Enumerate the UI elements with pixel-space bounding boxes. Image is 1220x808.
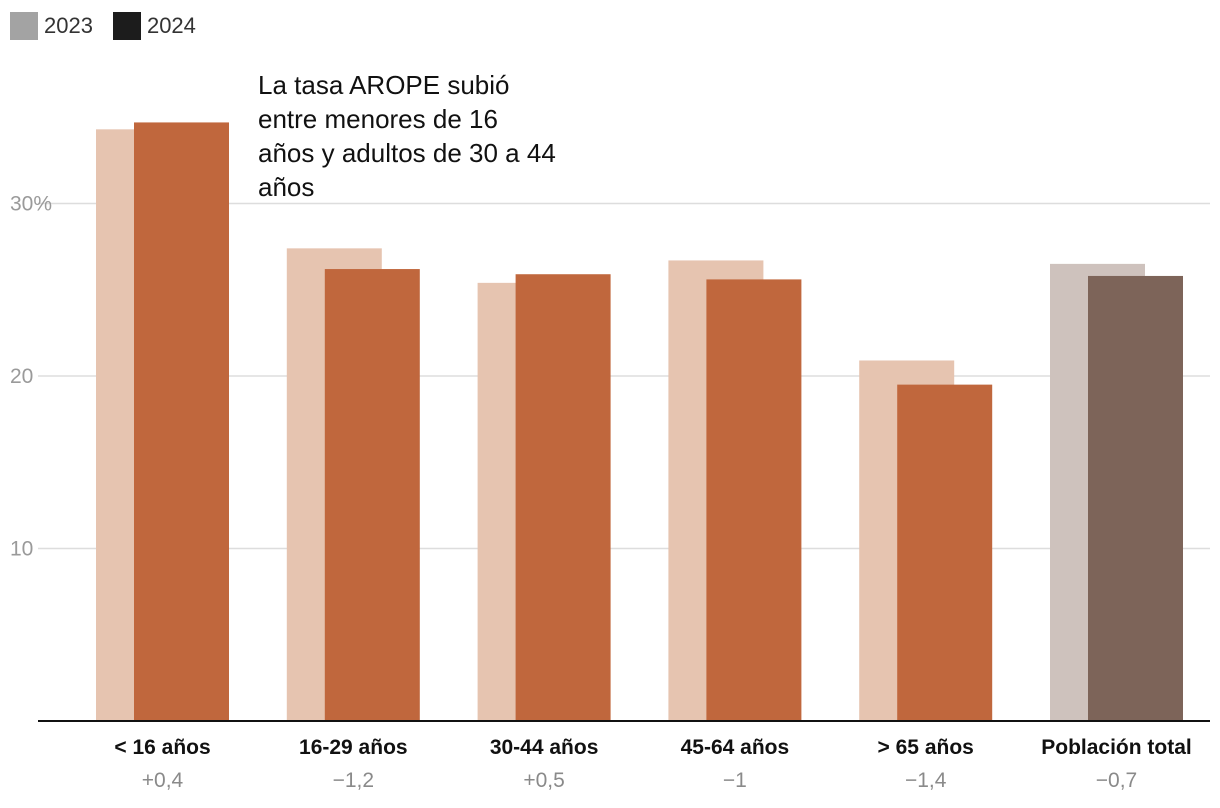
- delta-label-2: +0,5: [523, 769, 564, 792]
- category-label-0: < 16 años: [114, 736, 210, 759]
- bar-2024-5: [1088, 275, 1183, 721]
- bar-2024-2: [515, 274, 611, 721]
- bar-2024-4: [897, 384, 993, 721]
- legend: 2023 2024: [10, 12, 216, 40]
- legend-item-2023: 2023: [10, 12, 93, 40]
- legend-label-2024: 2024: [146, 13, 196, 38]
- delta-label-5: −0,7: [1096, 769, 1137, 792]
- delta-label-0: +0,4: [142, 769, 184, 792]
- legend-swatch-2023: [10, 12, 38, 40]
- bar-2024-1: [324, 269, 420, 721]
- category-label-5: Población total: [1041, 736, 1192, 759]
- y-tick-label-20: 20: [10, 365, 33, 388]
- chart-annotation: La tasa AROPE subió entre menores de 16 …: [258, 70, 556, 202]
- category-label-1: 16-29 años: [299, 736, 408, 759]
- delta-label-4: −1,4: [905, 769, 947, 792]
- bar-2024-0: [134, 122, 229, 722]
- legend-item-2024: 2024: [112, 12, 196, 40]
- y-tick-label-10: 10: [10, 538, 33, 561]
- category-label-4: > 65 años: [878, 736, 974, 759]
- category-label-3: 45-64 años: [681, 736, 790, 759]
- delta-label-3: −1: [723, 769, 747, 792]
- legend-swatch-2024: [112, 12, 141, 40]
- y-tick-label-30: 30%: [10, 193, 52, 216]
- bar-2024-3: [706, 279, 802, 721]
- legend-label-2023: 2023: [44, 13, 93, 38]
- delta-label-1: −1,2: [333, 769, 374, 792]
- category-label-2: 30-44 años: [490, 736, 599, 759]
